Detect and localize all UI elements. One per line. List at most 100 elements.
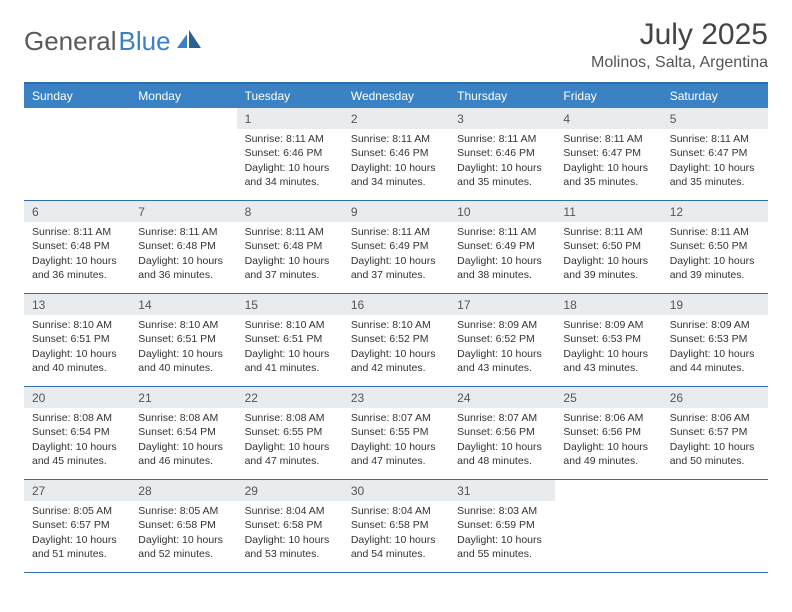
day-body: Sunrise: 8:04 AMSunset: 6:58 PMDaylight:…	[237, 501, 343, 567]
daylight-text: Daylight: 10 hours and 47 minutes.	[245, 440, 335, 468]
day-body: Sunrise: 8:05 AMSunset: 6:57 PMDaylight:…	[24, 501, 130, 567]
sunrise-text: Sunrise: 8:06 AM	[563, 411, 653, 425]
calendar-cell: 17Sunrise: 8:09 AMSunset: 6:52 PMDayligh…	[449, 294, 555, 386]
sunrise-text: Sunrise: 8:11 AM	[670, 132, 760, 146]
day-body: Sunrise: 8:11 AMSunset: 6:47 PMDaylight:…	[662, 129, 768, 195]
day-body: Sunrise: 8:08 AMSunset: 6:54 PMDaylight:…	[24, 408, 130, 474]
day-body: Sunrise: 8:10 AMSunset: 6:52 PMDaylight:…	[343, 315, 449, 381]
calendar-cell: 9Sunrise: 8:11 AMSunset: 6:49 PMDaylight…	[343, 201, 449, 293]
day-number: 5	[662, 108, 768, 129]
day-body: Sunrise: 8:11 AMSunset: 6:49 PMDaylight:…	[343, 222, 449, 288]
day-number: 23	[343, 387, 449, 408]
sunset-text: Sunset: 6:56 PM	[457, 425, 547, 439]
sunrise-text: Sunrise: 8:08 AM	[138, 411, 228, 425]
day-body: Sunrise: 8:11 AMSunset: 6:49 PMDaylight:…	[449, 222, 555, 288]
day-number: 31	[449, 480, 555, 501]
sunset-text: Sunset: 6:49 PM	[351, 239, 441, 253]
day-number: 1	[237, 108, 343, 129]
day-number: 15	[237, 294, 343, 315]
day-number: 20	[24, 387, 130, 408]
day-body: Sunrise: 8:10 AMSunset: 6:51 PMDaylight:…	[130, 315, 236, 381]
sunset-text: Sunset: 6:46 PM	[457, 146, 547, 160]
calendar-cell: 23Sunrise: 8:07 AMSunset: 6:55 PMDayligh…	[343, 387, 449, 479]
calendar-cell: 12Sunrise: 8:11 AMSunset: 6:50 PMDayligh…	[662, 201, 768, 293]
day-header: Wednesday	[343, 84, 449, 108]
sunrise-text: Sunrise: 8:10 AM	[351, 318, 441, 332]
sunrise-text: Sunrise: 8:05 AM	[138, 504, 228, 518]
day-body: Sunrise: 8:11 AMSunset: 6:48 PMDaylight:…	[237, 222, 343, 288]
sunset-text: Sunset: 6:58 PM	[245, 518, 335, 532]
daylight-text: Daylight: 10 hours and 45 minutes.	[32, 440, 122, 468]
day-number: 9	[343, 201, 449, 222]
day-number: 12	[662, 201, 768, 222]
week-row: 6Sunrise: 8:11 AMSunset: 6:48 PMDaylight…	[24, 201, 768, 294]
daylight-text: Daylight: 10 hours and 44 minutes.	[670, 347, 760, 375]
sunrise-text: Sunrise: 8:07 AM	[351, 411, 441, 425]
sunset-text: Sunset: 6:52 PM	[351, 332, 441, 346]
sunset-text: Sunset: 6:46 PM	[245, 146, 335, 160]
day-header: Saturday	[662, 84, 768, 108]
day-body: Sunrise: 8:11 AMSunset: 6:48 PMDaylight:…	[130, 222, 236, 288]
day-number: 18	[555, 294, 661, 315]
day-body: Sunrise: 8:11 AMSunset: 6:46 PMDaylight:…	[449, 129, 555, 195]
sunset-text: Sunset: 6:55 PM	[245, 425, 335, 439]
week-row: 27Sunrise: 8:05 AMSunset: 6:57 PMDayligh…	[24, 480, 768, 573]
week-row: 1Sunrise: 8:11 AMSunset: 6:46 PMDaylight…	[24, 108, 768, 201]
sunrise-text: Sunrise: 8:09 AM	[457, 318, 547, 332]
daylight-text: Daylight: 10 hours and 42 minutes.	[351, 347, 441, 375]
day-body: Sunrise: 8:08 AMSunset: 6:54 PMDaylight:…	[130, 408, 236, 474]
day-body: Sunrise: 8:09 AMSunset: 6:53 PMDaylight:…	[662, 315, 768, 381]
daylight-text: Daylight: 10 hours and 49 minutes.	[563, 440, 653, 468]
sunset-text: Sunset: 6:51 PM	[32, 332, 122, 346]
sunset-text: Sunset: 6:48 PM	[32, 239, 122, 253]
day-number: 10	[449, 201, 555, 222]
day-body: Sunrise: 8:06 AMSunset: 6:57 PMDaylight:…	[662, 408, 768, 474]
sunset-text: Sunset: 6:52 PM	[457, 332, 547, 346]
calendar-cell: 1Sunrise: 8:11 AMSunset: 6:46 PMDaylight…	[237, 108, 343, 200]
sunset-text: Sunset: 6:50 PM	[670, 239, 760, 253]
sunset-text: Sunset: 6:48 PM	[138, 239, 228, 253]
logo-text-blue: Blue	[119, 26, 171, 57]
sunrise-text: Sunrise: 8:05 AM	[32, 504, 122, 518]
sunset-text: Sunset: 6:50 PM	[563, 239, 653, 253]
location: Molinos, Salta, Argentina	[591, 54, 768, 72]
daylight-text: Daylight: 10 hours and 36 minutes.	[32, 254, 122, 282]
sunrise-text: Sunrise: 8:11 AM	[457, 225, 547, 239]
calendar-cell: 13Sunrise: 8:10 AMSunset: 6:51 PMDayligh…	[24, 294, 130, 386]
day-body: Sunrise: 8:09 AMSunset: 6:53 PMDaylight:…	[555, 315, 661, 381]
day-body: Sunrise: 8:04 AMSunset: 6:58 PMDaylight:…	[343, 501, 449, 567]
logo: GeneralBlue	[24, 18, 203, 57]
sunset-text: Sunset: 6:56 PM	[563, 425, 653, 439]
daylight-text: Daylight: 10 hours and 51 minutes.	[32, 533, 122, 561]
daylight-text: Daylight: 10 hours and 37 minutes.	[351, 254, 441, 282]
sunrise-text: Sunrise: 8:09 AM	[563, 318, 653, 332]
calendar-cell	[555, 480, 661, 572]
calendar-cell: 28Sunrise: 8:05 AMSunset: 6:58 PMDayligh…	[130, 480, 236, 572]
calendar-cell: 3Sunrise: 8:11 AMSunset: 6:46 PMDaylight…	[449, 108, 555, 200]
calendar-cell: 14Sunrise: 8:10 AMSunset: 6:51 PMDayligh…	[130, 294, 236, 386]
calendar-cell: 8Sunrise: 8:11 AMSunset: 6:48 PMDaylight…	[237, 201, 343, 293]
sunrise-text: Sunrise: 8:10 AM	[138, 318, 228, 332]
sunrise-text: Sunrise: 8:08 AM	[32, 411, 122, 425]
day-body: Sunrise: 8:11 AMSunset: 6:46 PMDaylight:…	[343, 129, 449, 195]
day-number: 14	[130, 294, 236, 315]
sunrise-text: Sunrise: 8:11 AM	[351, 132, 441, 146]
daylight-text: Daylight: 10 hours and 52 minutes.	[138, 533, 228, 561]
day-header: Tuesday	[237, 84, 343, 108]
day-number: 3	[449, 108, 555, 129]
week-row: 20Sunrise: 8:08 AMSunset: 6:54 PMDayligh…	[24, 387, 768, 480]
day-header: Sunday	[24, 84, 130, 108]
calendar-cell: 19Sunrise: 8:09 AMSunset: 6:53 PMDayligh…	[662, 294, 768, 386]
day-header: Friday	[555, 84, 661, 108]
daylight-text: Daylight: 10 hours and 43 minutes.	[563, 347, 653, 375]
daylight-text: Daylight: 10 hours and 48 minutes.	[457, 440, 547, 468]
calendar-cell: 26Sunrise: 8:06 AMSunset: 6:57 PMDayligh…	[662, 387, 768, 479]
month-title: July 2025	[591, 18, 768, 52]
calendar-cell: 21Sunrise: 8:08 AMSunset: 6:54 PMDayligh…	[130, 387, 236, 479]
sunrise-text: Sunrise: 8:03 AM	[457, 504, 547, 518]
day-body: Sunrise: 8:11 AMSunset: 6:50 PMDaylight:…	[555, 222, 661, 288]
day-number: 11	[555, 201, 661, 222]
day-number: 30	[343, 480, 449, 501]
sunrise-text: Sunrise: 8:11 AM	[670, 225, 760, 239]
title-block: July 2025 Molinos, Salta, Argentina	[591, 18, 768, 72]
